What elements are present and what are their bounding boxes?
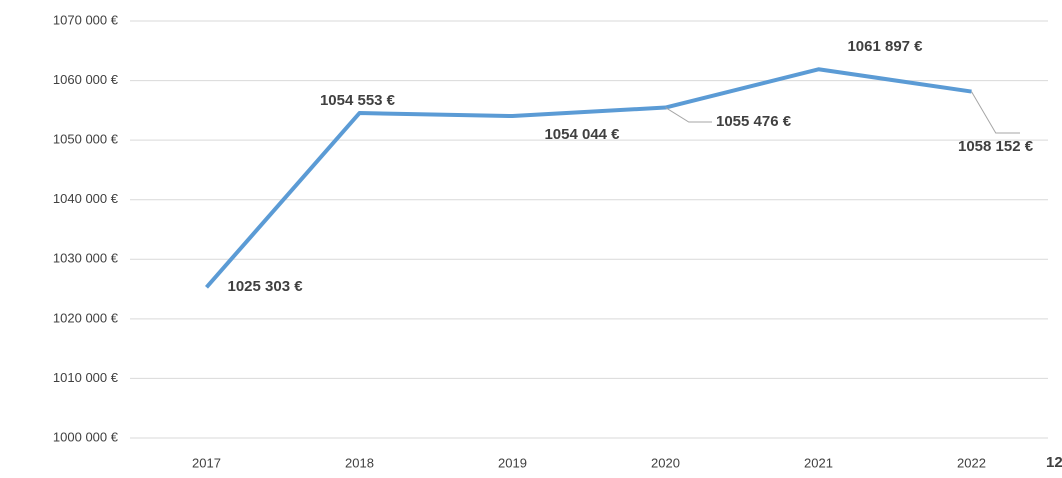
- data-label: 1025 303 €: [228, 278, 304, 295]
- x-tick-label: 2021: [804, 455, 833, 470]
- data-label: 1054 044 €: [544, 126, 620, 143]
- leader-line: [665, 107, 712, 123]
- data-label: 1055 476 €: [716, 113, 792, 130]
- x-tick-label: 2017: [192, 455, 221, 470]
- data-label: 1054 553 €: [320, 92, 396, 109]
- x-tick-label: 2020: [651, 455, 680, 470]
- y-tick-label: 1040 000 €: [53, 191, 119, 206]
- y-tick-label: 1050 000 €: [53, 132, 119, 147]
- data-label: 1061 897 €: [847, 38, 923, 55]
- x-tick-label: 2019: [498, 455, 527, 470]
- y-tick-label: 1030 000 €: [53, 251, 119, 266]
- x-tick-label: 2022: [957, 455, 986, 470]
- y-tick-label: 1000 000 €: [53, 429, 119, 444]
- line-series: [204, 67, 972, 289]
- y-tick-label: 1060 000 €: [53, 72, 119, 87]
- y-tick-label: 1070 000 €: [53, 12, 119, 27]
- data-label: 1058 152 €: [958, 138, 1034, 155]
- y-tick-label: 1020 000 €: [53, 310, 119, 325]
- x-tick-label: 2018: [345, 455, 374, 470]
- leader-line: [971, 91, 1020, 134]
- clipped-annotation: 12: [1046, 454, 1062, 471]
- y-tick-label: 1010 000 €: [53, 370, 119, 385]
